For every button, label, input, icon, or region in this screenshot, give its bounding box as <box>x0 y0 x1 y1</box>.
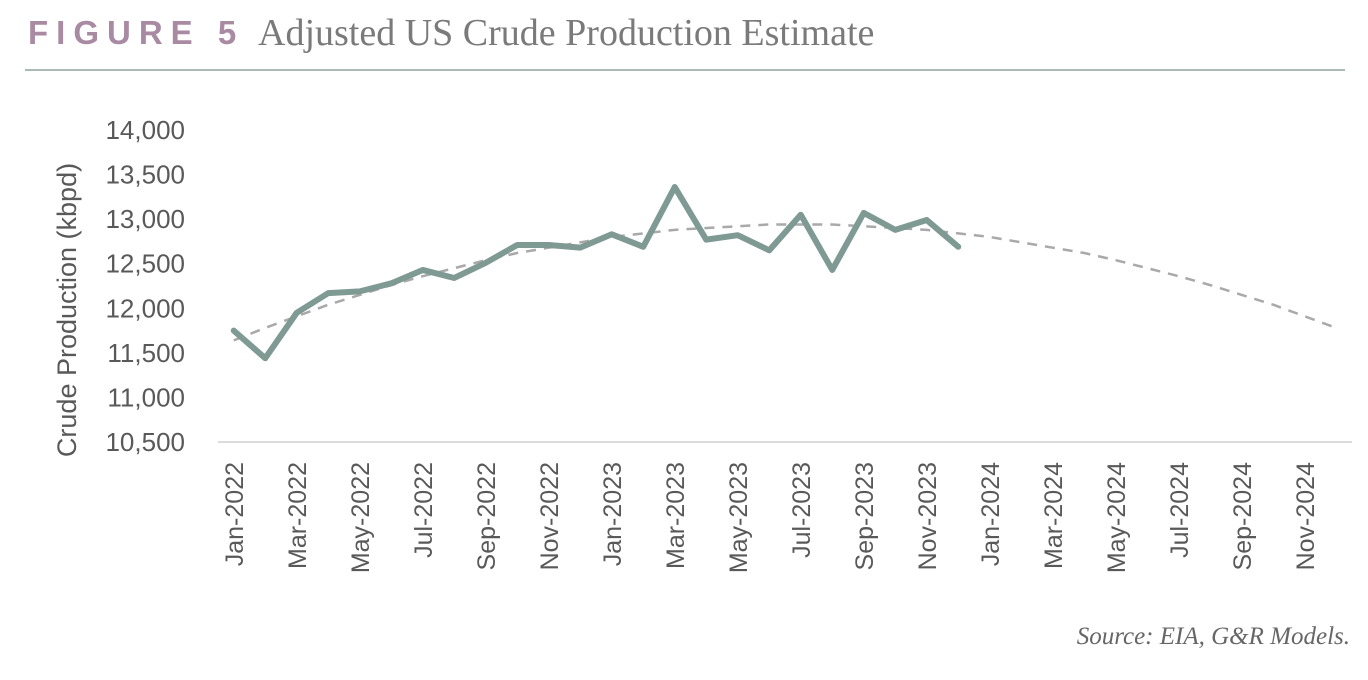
x-tick-label: Jul-2022 <box>410 462 438 558</box>
y-tick-label: 10,500 <box>105 427 185 457</box>
y-axis-label: Crude Production (kbpd) <box>52 163 82 457</box>
y-tick-label: 13,000 <box>105 204 185 234</box>
x-tick-label: Jul-2023 <box>788 462 816 558</box>
x-tick-label: Nov-2023 <box>914 462 942 570</box>
y-tick-label: 11,000 <box>107 382 185 412</box>
x-tick-label: Sep-2024 <box>1229 462 1257 571</box>
x-tick-label: Mar-2024 <box>1040 462 1068 569</box>
y-tick-label: 14,000 <box>105 115 185 145</box>
x-tick-label: Nov-2024 <box>1292 462 1320 570</box>
x-tick-label: Sep-2022 <box>473 462 501 570</box>
chart-title: Adjusted US Crude Production Estimate <box>258 12 874 54</box>
y-tick-label: 11,500 <box>107 338 185 368</box>
x-tick-label: Jan-2024 <box>977 462 1005 566</box>
x-tick-label: Jul-2024 <box>1166 462 1194 558</box>
source-note: Source: EIA, G&R Models. <box>1077 623 1350 650</box>
figure-label: FIGURE 5 <box>28 14 244 51</box>
x-tick-label: Mar-2023 <box>662 462 690 569</box>
x-tick-label: May-2022 <box>347 462 375 573</box>
x-tick-label: Jan-2022 <box>221 462 249 566</box>
y-tick-label: 12,000 <box>105 293 185 323</box>
data-line <box>230 184 962 362</box>
x-tick-label: Nov-2022 <box>536 462 564 570</box>
x-tick-label: Jan-2023 <box>599 462 627 566</box>
trend-line <box>233 223 1337 342</box>
x-tick-label: May-2024 <box>1103 462 1131 573</box>
x-tick-label: Mar-2022 <box>284 462 312 569</box>
x-tick-label: May-2023 <box>725 462 753 573</box>
y-tick-label: 13,500 <box>105 160 185 190</box>
y-tick-label: 12,500 <box>105 249 185 279</box>
x-tick-label: Sep-2023 <box>851 462 879 570</box>
